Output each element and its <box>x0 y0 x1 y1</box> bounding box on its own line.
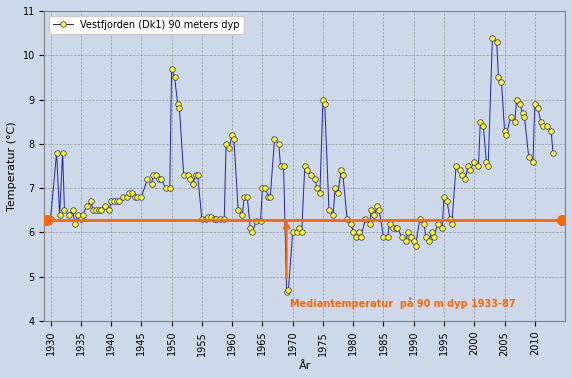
Line: Vestfjorden (Dk1) 90 meters dyp: Vestfjorden (Dk1) 90 meters dyp <box>47 35 556 295</box>
Vestfjorden (Dk1) 90 meters dyp <box>65 212 72 217</box>
Text: Mediantemperatur  på 90 m dyp 1933-87: Mediantemperatur på 90 m dyp 1933-87 <box>289 297 515 309</box>
Vestfjorden (Dk1) 90 meters dyp <box>47 217 54 222</box>
Vestfjorden (Dk1) 90 meters dyp <box>489 35 496 40</box>
Vestfjorden (Dk1) 90 meters dyp <box>97 208 104 212</box>
Vestfjorden (Dk1) 90 meters dyp <box>283 290 290 294</box>
Vestfjorden (Dk1) 90 meters dyp <box>235 208 241 212</box>
X-axis label: År: År <box>299 361 311 371</box>
Vestfjorden (Dk1) 90 meters dyp <box>108 199 114 204</box>
Vestfjorden (Dk1) 90 meters dyp <box>550 150 557 155</box>
Vestfjorden (Dk1) 90 meters dyp <box>392 226 399 230</box>
Vestfjorden (Dk1) 90 meters dyp <box>440 195 447 199</box>
Legend: Vestfjorden (Dk1) 90 meters dyp: Vestfjorden (Dk1) 90 meters dyp <box>49 16 244 34</box>
Y-axis label: Temperatur (°C): Temperatur (°C) <box>7 121 17 211</box>
